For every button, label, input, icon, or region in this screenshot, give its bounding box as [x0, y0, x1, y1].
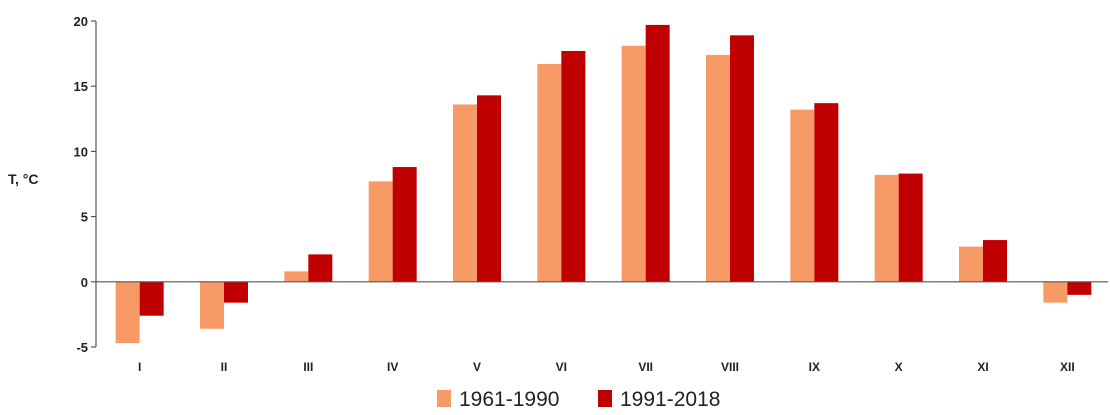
bar-XII-series-2 — [1067, 281, 1092, 295]
x-category-label: II — [221, 360, 228, 374]
bar-VII-series-2 — [645, 24, 670, 282]
legend: 1961-1990 1991-2018 — [437, 388, 720, 411]
bar-XI-series-2 — [983, 240, 1007, 282]
bar-VIII-series-2 — [730, 35, 754, 282]
bar-XI-series-1 — [959, 246, 983, 282]
bar-VI-series-2 — [561, 50, 586, 282]
x-category-label: IV — [387, 360, 398, 374]
y-tick-label: 5 — [81, 210, 88, 225]
bar-VI-series-1 — [537, 64, 562, 282]
bar-XII-series-1 — [1043, 281, 1068, 303]
bar-V-series-1 — [453, 104, 477, 282]
bar-I-series-1 — [115, 281, 140, 344]
x-category-label: III — [303, 360, 313, 374]
y-tick-label: 15 — [74, 79, 88, 94]
x-category-label: IX — [809, 360, 820, 374]
bar-II-series-2 — [224, 281, 248, 303]
bars-layer — [115, 24, 1092, 344]
bar-V-series-2 — [477, 95, 501, 282]
legend-label-1: 1961-1990 — [459, 388, 559, 410]
bar-IV-series-2 — [392, 167, 417, 282]
x-category-label: XI — [977, 360, 988, 374]
x-category-label: XII — [1060, 360, 1075, 374]
bar-IV-series-1 — [368, 181, 393, 282]
x-category-label: V — [473, 360, 481, 374]
bar-IX-series-1 — [790, 109, 815, 282]
x-category-label: VII — [638, 360, 653, 374]
y-tick-label: 0 — [81, 275, 88, 290]
y-tick-label: 10 — [74, 144, 88, 159]
x-category-label: VIII — [721, 360, 739, 374]
bar-I-series-2 — [139, 281, 164, 316]
y-tick-label: 20 — [74, 14, 88, 29]
legend-swatch-2 — [598, 390, 612, 407]
bar-X-series-1 — [874, 174, 899, 282]
axes-layer — [91, 20, 1108, 348]
legend-label-2: 1991-2018 — [620, 388, 720, 410]
legend-swatch-1 — [437, 390, 451, 407]
bar-III-series-1 — [284, 271, 309, 282]
x-category-label: I — [138, 360, 141, 374]
bar-X-series-2 — [898, 173, 923, 282]
bar-IX-series-2 — [814, 103, 839, 282]
bar-III-series-2 — [308, 254, 333, 282]
y-axis-title: T, °C — [8, 171, 39, 187]
bar-VIII-series-1 — [706, 54, 730, 282]
y-tick-label: -5 — [76, 340, 88, 355]
x-category-label: X — [895, 360, 903, 374]
bar-II-series-1 — [200, 281, 224, 329]
bar-VII-series-1 — [621, 45, 646, 282]
x-category-label: VI — [556, 360, 567, 374]
